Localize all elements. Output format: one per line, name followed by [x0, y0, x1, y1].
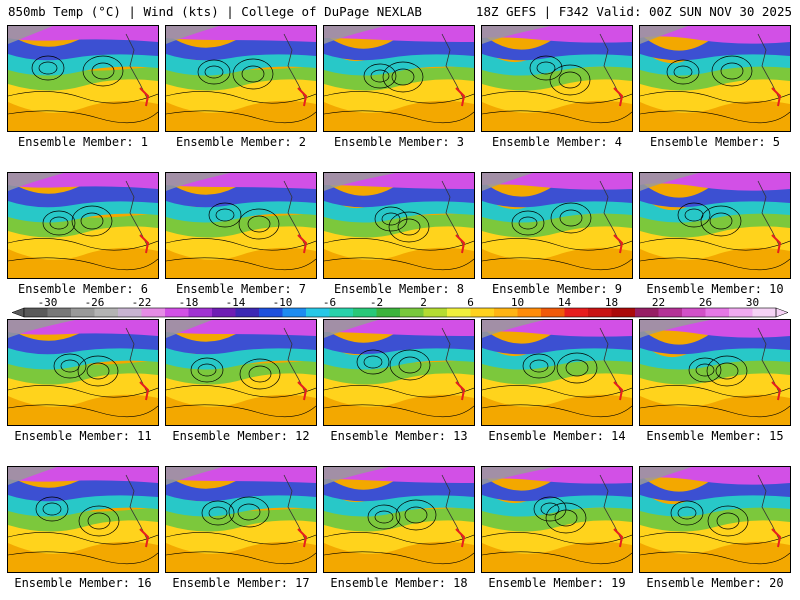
ensemble-member-label: Ensemble Member: 6	[17, 282, 149, 296]
ensemble-map	[7, 466, 159, 573]
header-title: 850mb Temp (°C) | Wind (kts) | College o…	[8, 4, 422, 19]
ensemble-member-label: Ensemble Member: 12	[172, 429, 310, 443]
ensemble-member-label: Ensemble Member: 5	[649, 135, 781, 149]
ensemble-map	[323, 319, 475, 426]
colorbar-swatch	[635, 308, 659, 317]
colorbar-tick-label: 26	[699, 296, 712, 309]
map-header: 850mb Temp (°C) | Wind (kts) | College o…	[0, 0, 800, 24]
colorbar-right-arrow	[775, 307, 788, 318]
colorbar-left-arrow	[12, 307, 25, 318]
ensemble-member-label: Ensemble Member: 3	[333, 135, 465, 149]
colorbar-tick-label: 18	[605, 296, 618, 309]
ensemble-member-label: Ensemble Member: 4	[491, 135, 623, 149]
ensemble-map	[481, 172, 633, 279]
colorbar-swatch	[564, 308, 589, 317]
ensemble-map	[7, 319, 159, 426]
colorbar-swatch	[423, 308, 448, 317]
colorbar-swatch	[118, 308, 142, 317]
ensemble-member-label: Ensemble Member: 1	[17, 135, 149, 149]
colorbar-swatch	[376, 308, 401, 317]
ensemble-map	[165, 25, 317, 132]
ensemble-member-label: Ensemble Member: 14	[488, 429, 626, 443]
colorbar-swatch	[494, 308, 518, 317]
ensemble-member-label: Ensemble Member: 11	[14, 429, 152, 443]
ensemble-member-label: Ensemble Member: 17	[172, 576, 310, 590]
ensemble-map	[639, 25, 791, 132]
ensemble-map	[323, 172, 475, 279]
colorbar-tick-label: -26	[85, 296, 105, 309]
colorbar-swatch	[165, 308, 189, 317]
ensemble-map	[639, 466, 791, 573]
colorbar-swatch	[47, 308, 72, 317]
colorbar-swatch	[282, 308, 307, 317]
ensemble-map	[323, 25, 475, 132]
ensemble-map	[165, 319, 317, 426]
colorbar-tick-label: 14	[558, 296, 572, 309]
colorbar-tick-label: 10	[511, 296, 524, 309]
colorbar-swatch	[400, 308, 424, 317]
colorbar-tick-label: -18	[179, 296, 199, 309]
ensemble-map	[639, 172, 791, 279]
colorbar-swatch	[541, 308, 565, 317]
colorbar-swatch	[306, 308, 330, 317]
colorbar-swatch	[752, 308, 777, 317]
colorbar-tick-label: -6	[323, 296, 336, 309]
ensemble-map	[639, 319, 791, 426]
colorbar-swatch	[705, 308, 730, 317]
colorbar-tick-label: -10	[273, 296, 293, 309]
colorbar-tick-label: 2	[420, 296, 427, 309]
ensemble-member-label: Ensemble Member: 13	[330, 429, 468, 443]
colorbar-tick-label: -22	[132, 296, 152, 309]
temperature-colorbar: -30-26-22-18-14-10-6-2261014182226303438…	[12, 296, 788, 318]
ensemble-map	[481, 466, 633, 573]
colorbar-swatch	[611, 308, 636, 317]
colorbar-tick-label: -30	[38, 296, 58, 309]
colorbar-swatch	[235, 308, 260, 317]
colorbar-swatch	[71, 308, 95, 317]
ensemble-map	[165, 466, 317, 573]
ensemble-map	[323, 466, 475, 573]
colorbar-swatch	[682, 308, 706, 317]
colorbar-tick-label: 6	[467, 296, 474, 309]
colorbar-swatch	[188, 308, 213, 317]
colorbar-swatch	[447, 308, 471, 317]
ensemble-member-label: Ensemble Member: 15	[646, 429, 784, 443]
colorbar-tick-label: -2	[370, 296, 383, 309]
ensemble-member-label: Ensemble Member: 18	[330, 576, 468, 590]
colorbar-swatch	[94, 308, 119, 317]
ensemble-map	[481, 319, 633, 426]
colorbar-tick-label: -14	[226, 296, 246, 309]
ensemble-map	[7, 25, 159, 132]
ensemble-map	[165, 172, 317, 279]
ensemble-member-label: Ensemble Member: 16	[14, 576, 152, 590]
colorbar-swatch	[212, 308, 236, 317]
ensemble-member-label: Ensemble Member: 10	[646, 282, 784, 296]
ensemble-member-label: Ensemble Member: 20	[646, 576, 784, 590]
colorbar-swatch	[24, 308, 48, 317]
ensemble-member-label: Ensemble Member: 8	[333, 282, 465, 296]
ensemble-member-label: Ensemble Member: 9	[491, 282, 623, 296]
colorbar-swatch	[517, 308, 542, 317]
colorbar-swatch	[259, 308, 283, 317]
colorbar-tick-label: 30	[746, 296, 759, 309]
colorbar-swatch	[353, 308, 377, 317]
ensemble-member-label: Ensemble Member: 19	[488, 576, 626, 590]
header-valid-time: 18Z GEFS | F342 Valid: 00Z SUN NOV 30 20…	[475, 4, 792, 19]
colorbar-swatch	[470, 308, 495, 317]
ensemble-map	[481, 25, 633, 132]
ensemble-member-label: Ensemble Member: 7	[175, 282, 307, 296]
colorbar-swatch	[588, 308, 612, 317]
colorbar-tick-label: 22	[652, 296, 665, 309]
colorbar-swatch	[141, 308, 166, 317]
colorbar-swatch	[329, 308, 354, 317]
colorbar-swatch	[729, 308, 753, 317]
ensemble-map	[7, 172, 159, 279]
colorbar-swatch	[658, 308, 683, 317]
ensemble-member-label: Ensemble Member: 2	[175, 135, 307, 149]
